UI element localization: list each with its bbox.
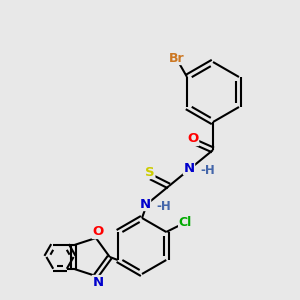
Text: N: N xyxy=(140,197,151,211)
Text: N: N xyxy=(92,275,104,289)
Text: -H: -H xyxy=(156,200,171,212)
Text: Br: Br xyxy=(169,52,185,64)
Text: N: N xyxy=(183,161,195,175)
Text: O: O xyxy=(92,226,104,238)
Text: O: O xyxy=(188,133,199,146)
Text: -H: -H xyxy=(200,164,215,176)
Text: Cl: Cl xyxy=(178,217,192,230)
Text: S: S xyxy=(145,166,155,178)
